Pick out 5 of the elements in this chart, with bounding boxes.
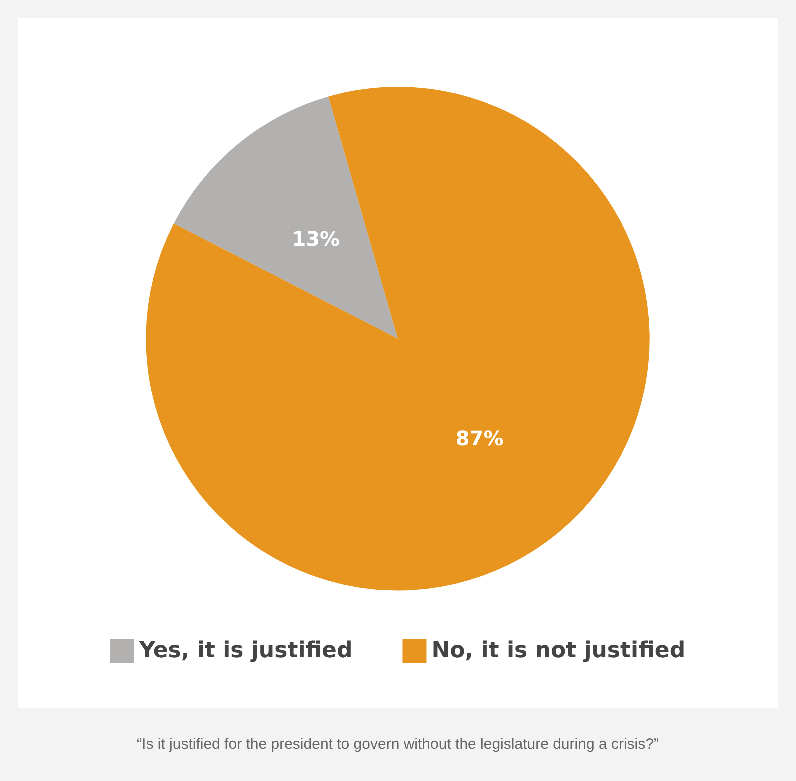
data-label: 87% bbox=[456, 426, 504, 450]
legend-label: No, it is not justified bbox=[432, 638, 686, 664]
text: “Is it justified for the president to govern without the legislature during a crisis?” bbox=[136, 736, 660, 753]
data-label: 13% bbox=[292, 227, 340, 252]
legend-label: Yes, it is justified bbox=[138, 638, 353, 664]
